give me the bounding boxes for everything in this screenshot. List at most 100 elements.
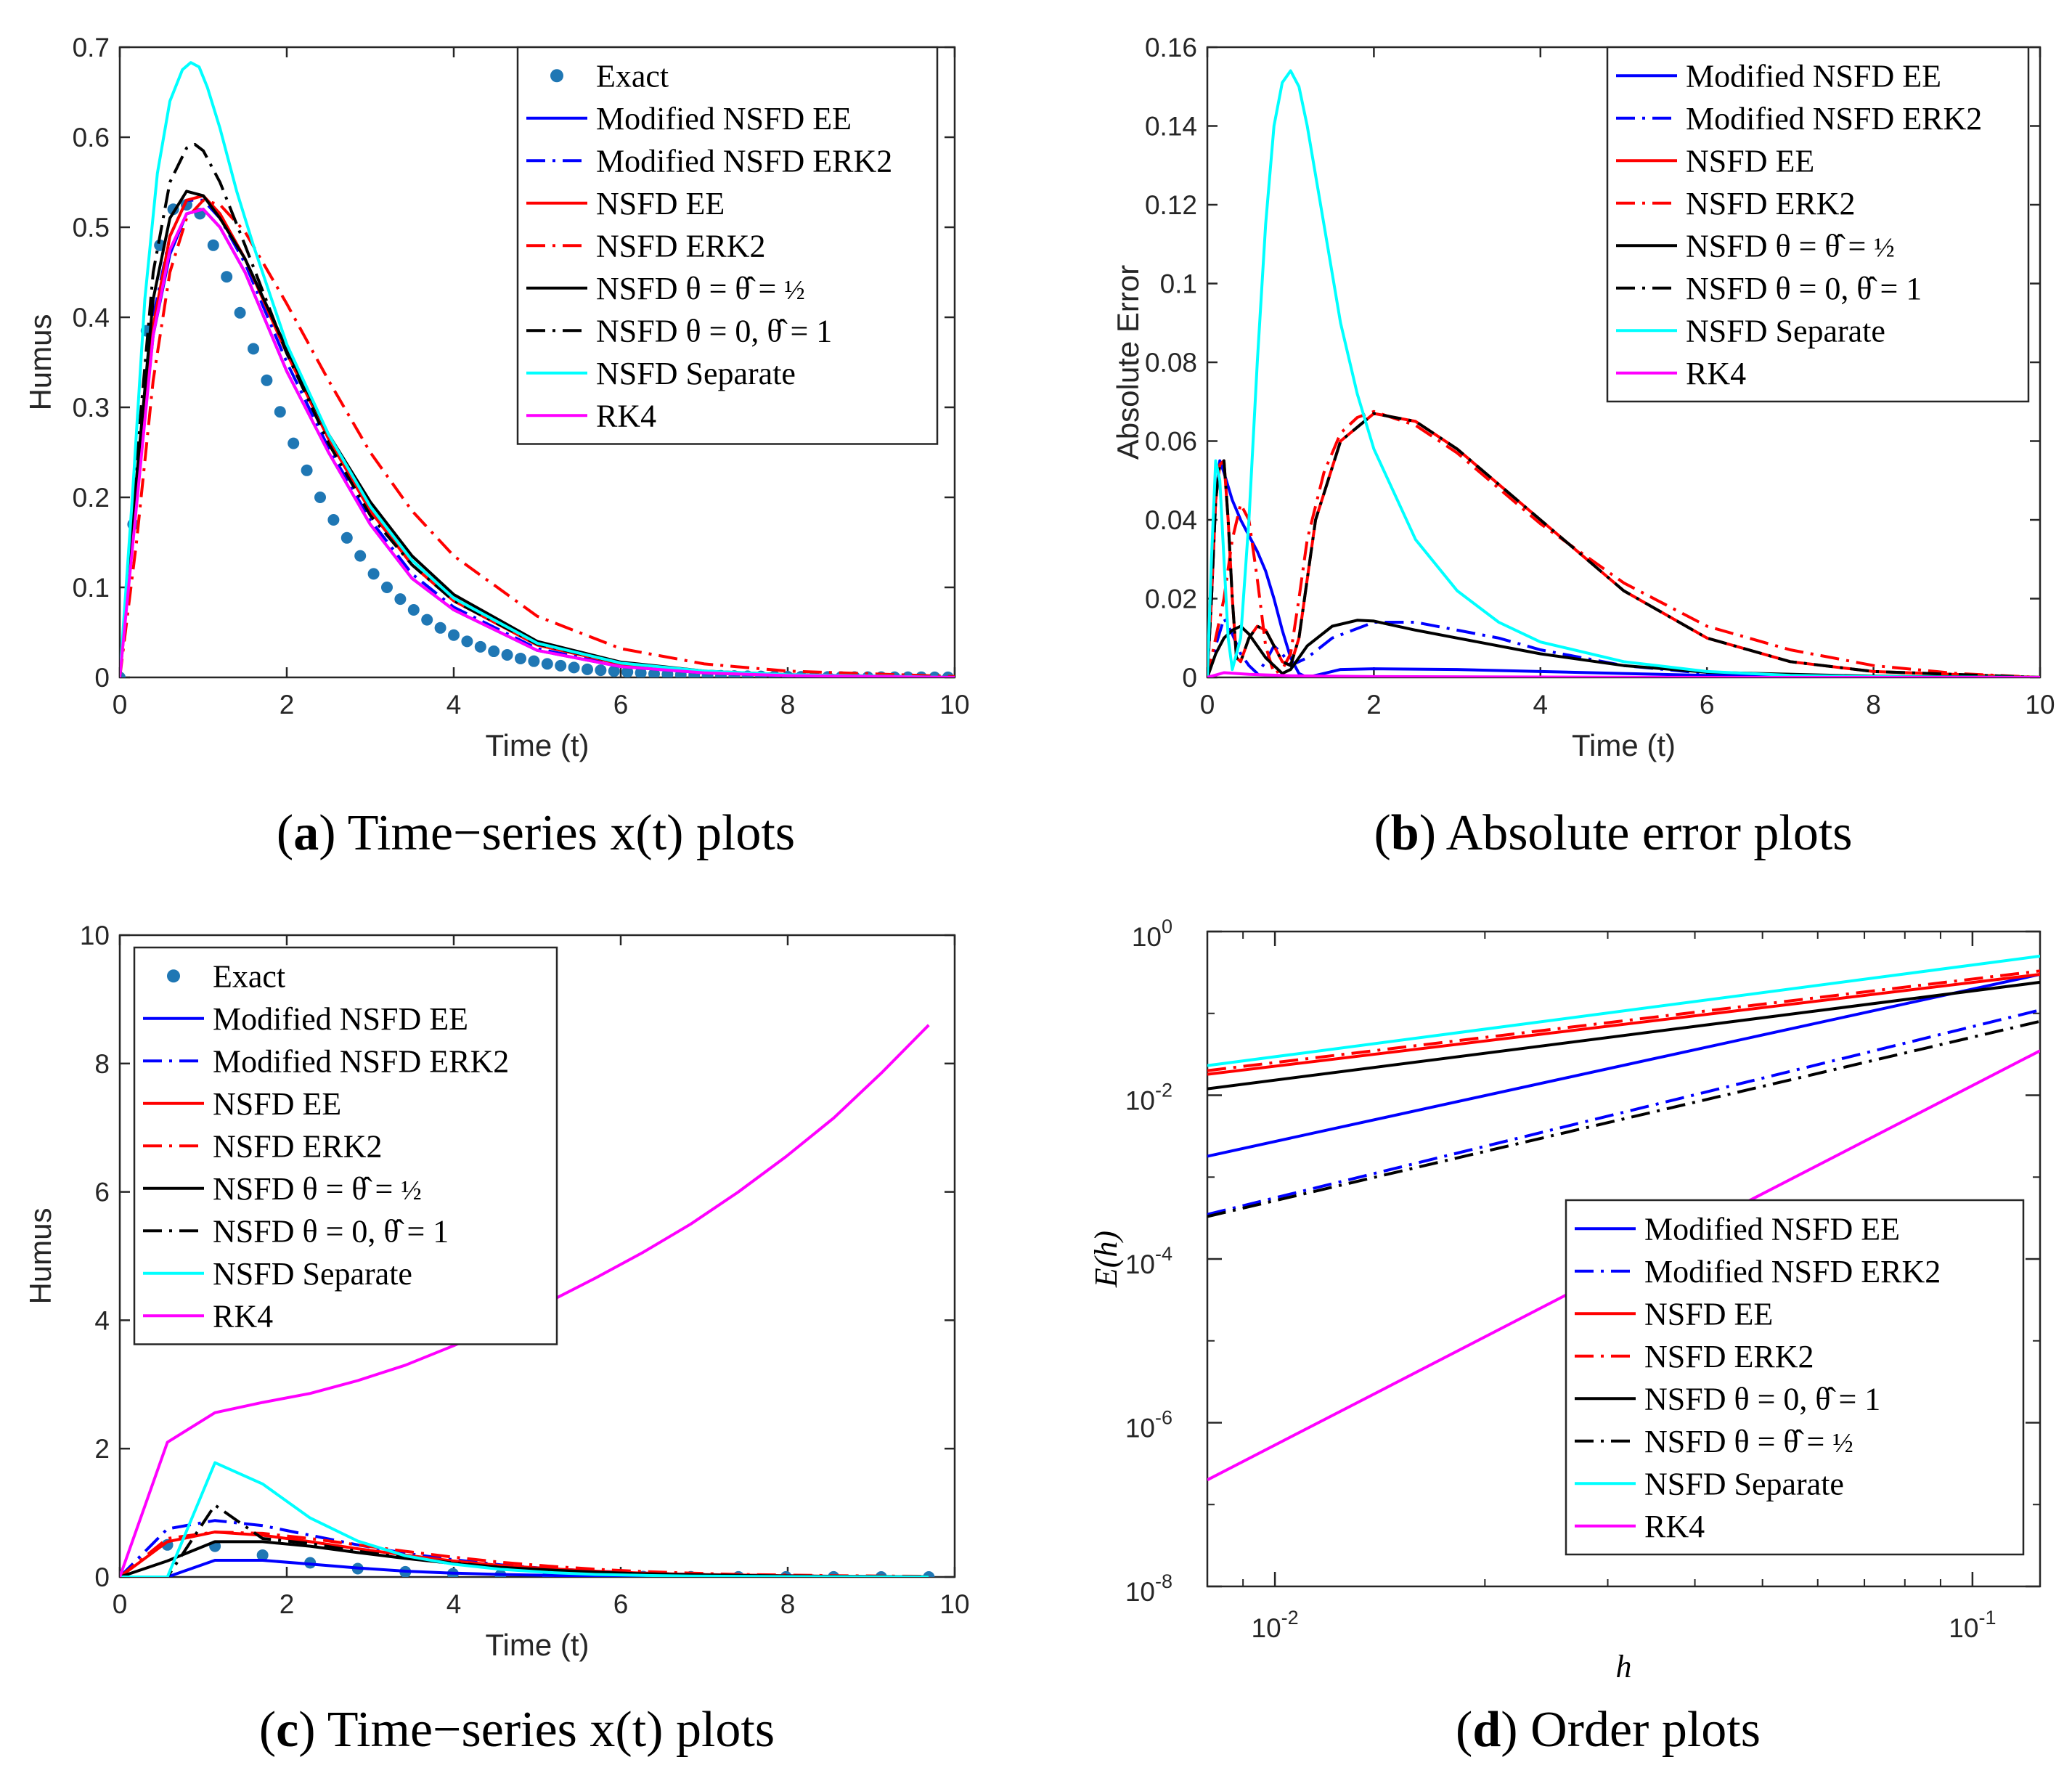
data-point-a-0-21 — [394, 593, 407, 606]
series-line-a-8 — [120, 208, 955, 677]
legend-box-b — [1606, 46, 2030, 403]
caption-d: (d) Order plots — [1456, 1702, 1761, 1758]
y-tick-label-b-7: 0.14 — [1145, 112, 1197, 142]
series-line-b-0 — [1207, 459, 2040, 677]
y-tick-label-d-3: 10-6 — [1125, 1407, 1172, 1443]
data-point-a-0-8 — [221, 271, 233, 283]
legend-label-b-1: Modified NSFD ERK2 — [1686, 101, 1982, 136]
y-tick-label-c-0: 0 — [94, 1562, 110, 1592]
series-line-d-6 — [1207, 954, 2040, 1067]
x-tick-label-d-1: 10-1 — [1949, 1607, 1996, 1643]
y-tick-label-b-4: 0.08 — [1145, 348, 1197, 378]
x-tick-label-b-3: 6 — [1700, 690, 1715, 720]
y-tick-label-a-5: 0.5 — [73, 213, 110, 243]
data-point-a-0-7 — [207, 239, 219, 251]
legend-label-b-5: NSFD θ = 0, θ̂ = 1 — [1686, 271, 1922, 306]
data-point-a-0-33 — [555, 659, 567, 672]
data-point-a-0-20 — [381, 582, 393, 593]
data-point-a-0-12 — [274, 406, 286, 418]
series-line-a-6 — [120, 142, 955, 677]
data-point-a-0-15 — [314, 492, 326, 503]
x-tick-label-c-0: 0 — [113, 1589, 128, 1619]
data-point-a-0-35 — [582, 663, 593, 675]
series-line-d-4 — [1207, 980, 2040, 1091]
y-axis-label-c: Humus — [23, 1207, 57, 1304]
legend-label-d-4: NSFD θ = 0, θ̂ = 1 — [1644, 1381, 1880, 1417]
y-tick-label-a-0: 0 — [94, 663, 110, 693]
legend-label-d-0: Modified NSFD EE — [1644, 1211, 1900, 1247]
legend-box-c — [133, 946, 558, 1345]
y-tick-label-d-4: 10-8 — [1125, 1570, 1172, 1607]
legend-label-d-6: NSFD Separate — [1644, 1466, 1844, 1501]
legend-label-d-7: RK4 — [1644, 1509, 1705, 1544]
data-point-a-0-34 — [568, 661, 580, 674]
series-line-b-5 — [1207, 412, 2040, 677]
series-line-d-0 — [1207, 973, 2040, 1158]
series-line-b-4 — [1207, 619, 2040, 677]
data-point-a-0-28 — [488, 645, 500, 658]
legend-label-d-5: NSFD θ = θ̂ = ½ — [1644, 1424, 1853, 1459]
data-point-a-0-26 — [461, 635, 473, 648]
x-axis-label-d: h — [1616, 1649, 1632, 1684]
legend-marker-a-0 — [550, 69, 563, 83]
legend-label-b-6: NSFD Separate — [1686, 313, 1885, 349]
legend-label-b-2: NSFD EE — [1686, 143, 1814, 179]
y-axis-label-a: Humus — [23, 314, 57, 410]
y-tick-label-b-8: 0.16 — [1145, 33, 1197, 62]
x-axis-label-a: Time (t) — [485, 728, 589, 762]
caption-b-letter: b — [1391, 805, 1419, 861]
series-line-d-5 — [1207, 1019, 2040, 1218]
data-point-a-0-17 — [340, 531, 353, 544]
y-tick-label-d-0: 100 — [1132, 916, 1172, 952]
x-tick-label-c-5: 10 — [939, 1589, 969, 1619]
plot-area-a — [120, 61, 955, 677]
x-tick-label-c-1: 2 — [280, 1589, 295, 1619]
data-point-c-0-3 — [256, 1549, 269, 1561]
series-line-d-3 — [1207, 969, 2040, 1072]
y-tick-label-b-1: 0.02 — [1145, 584, 1197, 614]
x-tick-label-a-4: 8 — [780, 690, 796, 720]
caption-c-letter: c — [276, 1702, 298, 1758]
plot-area-c — [120, 1024, 935, 1577]
data-point-a-0-31 — [528, 655, 540, 667]
caption-d-text: Order plots — [1530, 1702, 1761, 1758]
data-point-a-0-24 — [434, 621, 446, 634]
series-line-b-3 — [1207, 409, 2040, 677]
data-point-a-0-16 — [327, 514, 340, 526]
data-point-a-0-13 — [287, 437, 300, 449]
x-tick-label-b-5: 10 — [2025, 690, 2055, 720]
series-line-d-1 — [1207, 1008, 2040, 1216]
x-tick-label-c-4: 8 — [780, 1589, 796, 1619]
data-point-a-0-37 — [608, 665, 620, 677]
panel-b: 0 2 4 6 8 10 0 0.02 0.04 0.06 0.08 0.1 0.12 0.14 0.16 T… — [1111, 33, 2055, 762]
y-tick-label-a-6: 0.6 — [73, 123, 110, 152]
data-point-a-0-38 — [621, 666, 634, 677]
panel-d: 10-2 10-1 100 10-2 10-4 10-6 10-8 h E(h) Modified… — [1088, 916, 2042, 1684]
x-tick-label-c-3: 6 — [613, 1589, 629, 1619]
x-tick-label-b-1: 2 — [1366, 690, 1382, 720]
axes-frame-c — [118, 934, 956, 1578]
y-tick-label-b-0: 0 — [1182, 663, 1197, 693]
caption-d-letter: d — [1472, 1702, 1501, 1758]
x-tick-label-a-0: 0 — [113, 690, 128, 720]
data-point-a-0-36 — [595, 664, 607, 677]
y-tick-label-c-3: 6 — [94, 1178, 110, 1207]
panel-c: 0 2 4 6 8 10 0 2 4 6 8 10 Time (t) Humus Exact Modified… — [23, 921, 970, 1662]
legend-label-a-3: NSFD EE — [596, 186, 725, 221]
y-tick-label-b-2: 0.04 — [1145, 505, 1197, 535]
legend-label-b-3: NSFD ERK2 — [1686, 186, 1856, 221]
data-point-a-0-14 — [301, 464, 313, 476]
y-tick-label-d-2: 10-4 — [1125, 1243, 1172, 1279]
x-tick-label-b-4: 8 — [1866, 690, 1881, 720]
legend-label-a-2: Modified NSFD ERK2 — [596, 143, 892, 179]
legend-label-c-3: NSFD EE — [213, 1086, 341, 1122]
caption-a: (a) Time−series x(t) plots — [277, 805, 795, 861]
y-tick-label-a-1: 0.1 — [73, 573, 110, 603]
data-point-a-0-18 — [354, 550, 367, 562]
data-point-a-0-9 — [234, 306, 246, 319]
data-point-a-0-10 — [248, 343, 259, 355]
legend-label-a-4: NSFD ERK2 — [596, 228, 766, 264]
y-axis-label-b: Absolute Error — [1111, 265, 1145, 460]
caption-b: (b) Absolute error plots — [1374, 805, 1852, 861]
